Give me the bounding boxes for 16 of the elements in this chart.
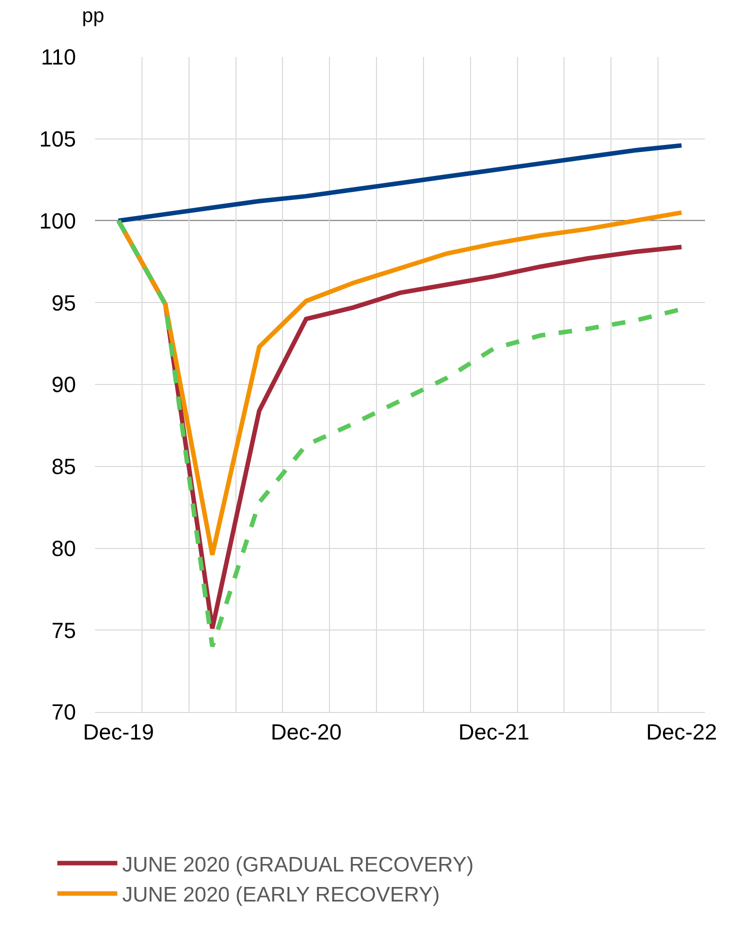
legend-label: JUNE 2020 (EARLY RECOVERY) <box>122 884 440 907</box>
y-tick-label: 105 <box>39 126 76 152</box>
y-axis-title: pp <box>82 5 104 27</box>
y-tick-label: 80 <box>52 536 76 561</box>
x-tick-label: Dec-21 <box>458 719 530 744</box>
y-tick-label: 95 <box>52 290 76 316</box>
y-tick-label: 100 <box>39 208 76 234</box>
x-tick-label: Dec-20 <box>270 719 342 744</box>
y-tick-label: 85 <box>52 454 76 480</box>
y-tick-label: 75 <box>52 618 76 643</box>
legend-label: JUNE 2020 (GRADUAL RECOVERY) <box>122 853 474 876</box>
y-tick-label: 70 <box>52 700 76 725</box>
x-tick-label: Dec-22 <box>646 719 717 744</box>
x-tick-label: Dec-19 <box>83 719 154 744</box>
y-tick-label: 90 <box>52 372 76 398</box>
y-tick-label: 110 <box>40 44 76 70</box>
